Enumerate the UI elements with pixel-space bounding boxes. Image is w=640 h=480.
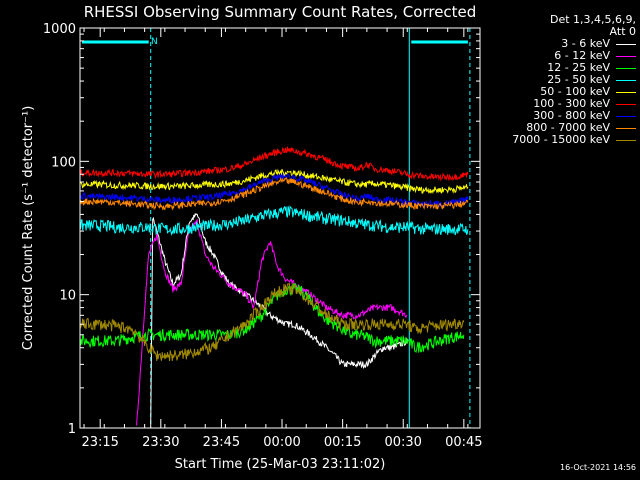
x-tick-label: 23:15	[81, 435, 118, 450]
legend-swatch	[616, 67, 636, 69]
series-line-5	[79, 146, 469, 182]
series-line-6	[79, 172, 469, 208]
legend-item: 7000 - 15000 keV	[476, 134, 636, 146]
y-tick-label: 1	[68, 422, 76, 437]
legend-swatch	[616, 55, 636, 57]
legend-header-attenuator: Att 0	[609, 25, 636, 38]
series-line-8	[79, 282, 465, 362]
legend-item: 50 - 100 keV	[476, 86, 636, 98]
legend-label: 6 - 12 keV	[554, 49, 610, 62]
x-tick-label: 23:30	[142, 435, 179, 450]
legend-item: 3 - 6 keV	[476, 38, 636, 50]
series-line-3	[79, 205, 469, 237]
legend-label: 3 - 6 keV	[561, 37, 610, 50]
legend-header-detectors: Det 1,3,4,5,6,9,	[549, 13, 636, 26]
x-tick-label: 00:15	[324, 435, 361, 450]
legend-item: 300 - 800 keV	[476, 110, 636, 122]
y-tick-label: 10	[59, 289, 76, 304]
series-line-7	[79, 176, 469, 211]
legend-swatch	[616, 139, 636, 141]
legend-item: 6 - 12 keV	[476, 50, 636, 62]
legend: Det 1,3,4,5,6,9, Att 0 3 - 6 keV 6 - 12 k…	[476, 14, 636, 146]
x-tick-label: 00:00	[263, 435, 300, 450]
y-tick-label: 100	[51, 155, 76, 170]
series-line-0	[150, 212, 408, 429]
legend-item: 12 - 25 keV	[476, 62, 636, 74]
legend-item: 100 - 300 keV	[476, 98, 636, 110]
legend-item: 25 - 50 keV	[476, 74, 636, 86]
legend-swatch	[616, 79, 636, 81]
legend-swatch	[616, 43, 636, 45]
legend-item: 800 - 7000 keV	[476, 122, 636, 134]
legend-label: 7000 - 15000 keV	[512, 133, 610, 146]
legend-swatch	[616, 115, 636, 117]
x-tick-label: 23:45	[203, 435, 240, 450]
legend-label: 25 - 50 keV	[547, 73, 610, 86]
x-tick-label: 00:45	[445, 435, 482, 450]
legend-swatch	[616, 103, 636, 105]
plot-frame	[79, 27, 481, 429]
legend-label: 12 - 25 keV	[547, 61, 610, 74]
generated-timestamp: 16-Oct-2021 14:56	[560, 463, 636, 472]
legend-label: 300 - 800 keV	[533, 109, 610, 122]
legend-label: 50 - 100 keV	[540, 85, 610, 98]
x-axis-label: Start Time (25-Mar-03 23:11:02)	[175, 457, 386, 472]
legend-swatch	[616, 91, 636, 93]
series-line-1	[136, 218, 408, 426]
legend-swatch	[616, 127, 636, 129]
legend-label: 800 - 7000 keV	[526, 121, 610, 134]
x-tick-label: 00:30	[384, 435, 421, 450]
chart-title: RHESSI Observing Summary Count Rates, Co…	[84, 3, 477, 21]
y-tick-label: 1000	[43, 22, 76, 37]
series-line-4	[79, 168, 469, 195]
night-annotation: N	[151, 37, 158, 47]
legend-label: 100 - 300 keV	[533, 97, 610, 110]
y-axis-label: Corrected Count Rate (s⁻¹ detector⁻¹)	[21, 106, 36, 351]
